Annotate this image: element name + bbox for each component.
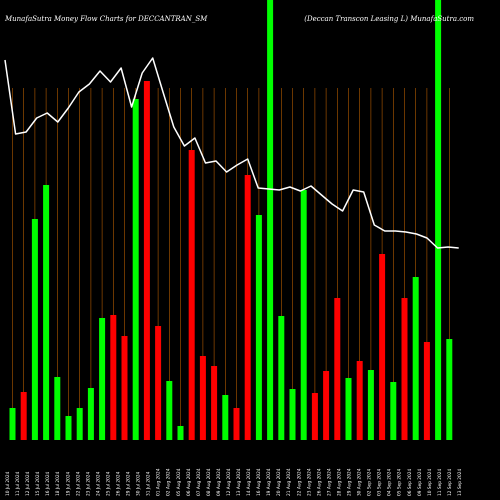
x-tick-label: 08 Aug 2024 xyxy=(206,468,212,496)
x-tick-label: 25 Jul 2024 xyxy=(105,471,111,496)
x-tick-label: 26 Aug 2024 xyxy=(316,468,322,496)
x-tick-label: 11 Jul 2024 xyxy=(15,471,21,496)
x-tick-label: 14 Aug 2024 xyxy=(246,468,252,496)
x-tick-label: 22 Jul 2024 xyxy=(75,471,81,496)
x-tick-label: 01 Aug 2024 xyxy=(156,468,162,496)
volume-bar xyxy=(267,0,274,440)
x-tick-label: 29 Jul 2024 xyxy=(126,471,132,496)
x-tick-label: 05 Sep 2024 xyxy=(397,468,403,495)
x-tick-label: 16 Aug 2024 xyxy=(256,468,262,496)
volume-bar xyxy=(334,298,341,440)
x-tick-label: 05 Aug 2024 xyxy=(176,468,182,496)
volume-bar xyxy=(99,318,106,440)
x-tick-label: 12 Jul 2024 xyxy=(25,471,31,496)
volume-bar xyxy=(379,254,386,440)
x-tick-label: 13 Sep 2024 xyxy=(457,469,463,496)
x-tick-label: 15 Jul 2024 xyxy=(35,471,41,496)
volume-bar xyxy=(412,277,419,440)
x-tick-label: 03 Sep 2024 xyxy=(377,468,383,495)
volume-bar xyxy=(323,371,330,440)
x-tick-label: 23 Jul 2024 xyxy=(85,471,91,496)
volume-bar xyxy=(9,408,16,440)
volume-bar xyxy=(54,377,61,440)
x-tick-label: 22 Aug 2024 xyxy=(296,468,302,496)
x-tick-label: 19 Jul 2024 xyxy=(65,471,71,496)
volume-bar xyxy=(435,0,442,440)
volume-bar xyxy=(143,81,150,440)
x-tick-label: 31 Jul 2024 xyxy=(146,471,152,496)
volume-bar xyxy=(289,389,296,440)
x-tick-label: 06 Sep 2024 xyxy=(407,469,413,496)
volume-bar xyxy=(20,392,27,440)
x-tick-label: 19 Aug 2024 xyxy=(266,468,272,496)
x-tick-label: 07 Aug 2024 xyxy=(196,468,202,496)
volume-bar xyxy=(155,326,162,440)
volume-bar xyxy=(255,215,262,440)
volume-bar xyxy=(31,219,38,440)
price-line xyxy=(4,57,459,249)
volume-bar xyxy=(300,190,307,440)
x-tick-label: 06 Aug 2024 xyxy=(186,468,192,496)
volume-bar xyxy=(166,381,173,440)
volume-bar xyxy=(222,395,229,440)
x-tick-label: 12 Sep 2024 xyxy=(447,469,453,496)
price-line-layer xyxy=(4,57,459,249)
volume-bar xyxy=(278,316,285,440)
x-tick-label: 30 Jul 2024 xyxy=(136,471,142,496)
x-tick-label: 09 Aug 2024 xyxy=(216,468,222,496)
volume-bar xyxy=(121,336,128,440)
chart-title: MunafaSutra Money Flow Charts for DECCAN… xyxy=(4,15,208,23)
volume-bar xyxy=(244,175,251,440)
volume-bar xyxy=(188,150,195,440)
chart-subtitle: (Deccan Transcon Leasing L) MunafaSutra.… xyxy=(304,15,474,23)
x-tick-label: 09 Sep 2024 xyxy=(417,468,423,495)
x-tick-label: 30 Aug 2024 xyxy=(357,468,363,496)
x-tick-label: 04 Sep 2024 xyxy=(387,469,393,496)
volume-bar xyxy=(65,416,72,440)
x-tick-label: 23 Aug 2024 xyxy=(306,468,312,496)
volume-bar xyxy=(367,370,374,440)
x-tick-label: 27 Aug 2024 xyxy=(326,468,332,496)
x-tick-label: 18 Jul 2024 xyxy=(55,471,61,496)
x-tick-label: 11 Sep 2024 xyxy=(437,468,443,495)
volume-bar xyxy=(76,408,83,440)
volume-bar xyxy=(390,382,397,440)
volume-bar xyxy=(401,298,408,440)
x-tick-label: 12 Aug 2024 xyxy=(226,468,232,496)
x-tick-label: 29 Aug 2024 xyxy=(347,468,353,496)
volume-bar xyxy=(132,99,139,440)
volume-bar xyxy=(446,339,453,440)
x-tick-label: 28 Aug 2024 xyxy=(337,468,343,496)
volume-bar xyxy=(43,185,50,440)
volume-bar xyxy=(233,408,240,440)
volume-bar xyxy=(177,426,184,440)
x-tick-label: 13 Aug 2024 xyxy=(236,468,242,496)
x-tick-label: 24 Jul 2024 xyxy=(95,471,101,496)
x-tick-label: 10 Jul 2024 xyxy=(5,471,11,496)
x-tick-label: 26 Jul 2024 xyxy=(116,471,122,496)
volume-bar xyxy=(110,315,117,440)
x-tick-label: 16 Jul 2024 xyxy=(45,471,51,496)
volume-bar xyxy=(311,393,318,440)
x-tick-label: 02 Sep 2024 xyxy=(367,469,373,496)
volume-bar xyxy=(345,378,352,440)
volume-bar xyxy=(87,388,94,440)
x-tick-label: 02 Aug 2024 xyxy=(166,468,172,496)
volume-bar xyxy=(211,366,218,440)
x-tick-label: 10 Sep 2024 xyxy=(427,469,433,496)
volume-bars xyxy=(9,0,453,440)
x-tick-labels: 10 Jul 2024 11 Jul 2024 12 Jul 2024 15 Jul … xyxy=(5,468,463,496)
volume-bar xyxy=(199,356,206,440)
x-tick-label: 20 Aug 2024 xyxy=(276,468,282,496)
volume-bar xyxy=(423,342,430,440)
volume-bar xyxy=(356,361,363,440)
x-tick-label: 21 Aug 2024 xyxy=(286,468,292,496)
